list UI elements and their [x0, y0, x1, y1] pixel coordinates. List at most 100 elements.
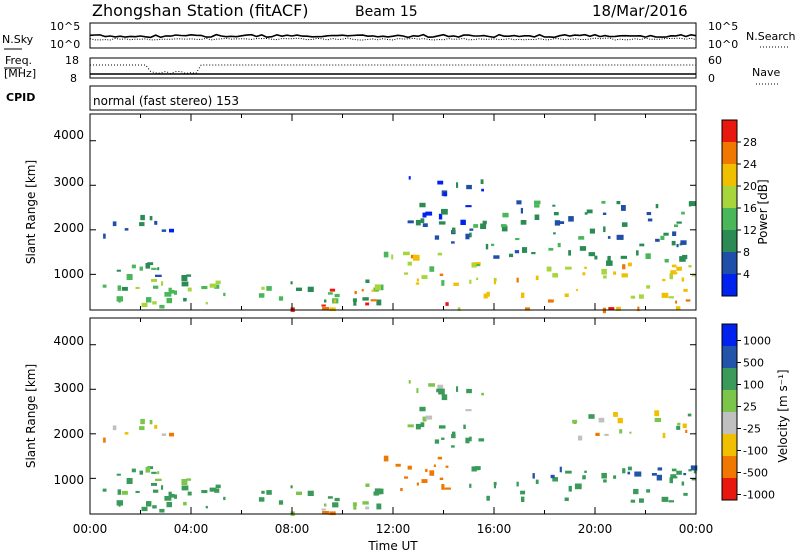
power-range-cell [438, 213, 443, 220]
power-range-cell [352, 298, 357, 302]
power-range-cell [554, 220, 561, 226]
nave-tick-top: 60 [708, 54, 722, 67]
power-range-cell [258, 293, 265, 298]
power-range-cell [676, 244, 679, 248]
velocity-range-cell [422, 416, 427, 422]
freq-tick-bottom: 8 [70, 72, 77, 85]
power-range-cell [290, 281, 293, 285]
velocity-range-cell [116, 473, 121, 476]
power-range-cell [493, 255, 500, 259]
power-range-cell [376, 299, 382, 306]
velocity-range-cell [568, 485, 572, 492]
velocity-range-cell [617, 417, 623, 424]
velocity-range-cell [627, 471, 631, 475]
velocity-range-cell [334, 497, 340, 502]
power-range-cell [548, 299, 554, 303]
velocity-ytick-1000: 1000 [53, 473, 84, 487]
velocity-range-cell [478, 438, 485, 442]
velocity-range-cell [102, 488, 107, 492]
velocity-range-cell [181, 479, 188, 485]
power-range-cell [116, 269, 121, 272]
velocity-range-cell [670, 476, 678, 479]
beam-title: Beam 15 [355, 4, 418, 20]
power-range-cell [102, 284, 107, 288]
velocity-range-cell [126, 478, 133, 484]
velocity-colorbar-tick-label: 500 [743, 357, 764, 370]
velocity-range-cell [687, 413, 692, 417]
power-range-cell [329, 307, 336, 312]
velocity-range-cell [322, 511, 330, 515]
power-range-cell [186, 274, 192, 277]
velocity-range-cell [174, 494, 177, 499]
velocity-range-cell [261, 490, 265, 494]
power-ytick-1000: 1000 [53, 267, 84, 281]
power-range-cell [118, 299, 121, 303]
power-range-cell [322, 307, 330, 311]
power-range-cell [278, 296, 284, 301]
power-range-cell [205, 301, 208, 305]
power-range-cell [437, 180, 444, 185]
velocity-range-cell [481, 392, 484, 396]
power-range-cell [676, 266, 682, 271]
power-range-cell [608, 307, 615, 311]
power-range-cell [522, 247, 528, 253]
velocity-range-cell [613, 412, 618, 417]
power-range-cell [662, 278, 666, 282]
power-range-cell [151, 267, 157, 270]
velocity-range-cell [164, 496, 172, 501]
velocity-range-cell [112, 425, 117, 431]
power-range-cell [552, 204, 556, 207]
power-range-cell [465, 205, 472, 208]
power-range-cell [103, 233, 106, 239]
power-range-cell [131, 264, 136, 269]
power-range-cell [486, 291, 490, 297]
power-range-cell [460, 219, 466, 225]
power-range-cell [620, 255, 627, 259]
velocity-range-cell [669, 477, 673, 484]
power-range-cell [471, 262, 477, 268]
velocity-range-cell [559, 466, 562, 473]
power-range-cell [334, 293, 340, 298]
power-range-cell [169, 228, 174, 233]
velocity-range-cell [103, 437, 106, 443]
nsearch-label: N.Search [746, 30, 796, 43]
velocity-range-cell [691, 477, 697, 481]
power-range-cell [153, 285, 159, 289]
velocity-range-cell [683, 473, 687, 476]
power-range-cell [616, 234, 624, 240]
velocity-range-cell [353, 504, 357, 510]
nave-trace [90, 64, 696, 75]
velocity-range-cell [662, 432, 666, 439]
power-range-cell [546, 266, 552, 272]
power-range-cell [403, 251, 410, 256]
power-range-cell [689, 201, 696, 207]
velocity-ylabel: Slant Range [km] [24, 364, 38, 468]
velocity-range-cell [307, 490, 314, 496]
velocity-range-cell [584, 470, 587, 473]
power-colorbar-tick-label: 20 [743, 180, 757, 193]
velocity-range-cell [493, 481, 497, 486]
power-range-cell [668, 296, 674, 299]
power-range-cell [166, 297, 172, 304]
power-range-cell [531, 252, 536, 255]
velocity-range-cell [654, 410, 660, 417]
power-range-cell [514, 250, 520, 254]
power-range-cell [509, 253, 514, 258]
power-range-cell [680, 240, 687, 245]
velocity-range-cell [486, 495, 490, 501]
velocity-range-cell [365, 483, 370, 487]
velocity-range-cell [152, 505, 157, 509]
power-range-cell [469, 279, 472, 284]
power-range-cell [215, 280, 221, 285]
velocity-ytick-4000: 4000 [53, 334, 84, 348]
xaxis-label: Time UT [367, 539, 418, 553]
power-range-cell [671, 240, 676, 246]
velocity-range-cell [439, 477, 444, 480]
power-range-cell [353, 300, 357, 306]
power-range-cell [408, 176, 411, 180]
velocity-range-cell [441, 437, 445, 440]
velocity-range-cell [493, 484, 496, 489]
power-range-cell [520, 207, 523, 214]
power-range-cell [601, 200, 606, 204]
power-range-cell [391, 254, 394, 260]
